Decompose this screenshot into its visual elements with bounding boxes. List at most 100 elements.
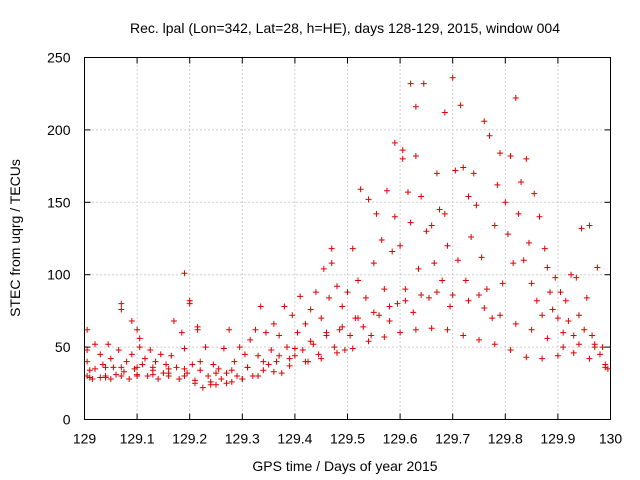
data-point bbox=[536, 213, 543, 220]
data-point bbox=[481, 118, 488, 125]
data-point bbox=[270, 368, 277, 375]
data-point bbox=[302, 358, 309, 365]
data-point bbox=[202, 344, 209, 351]
data-point bbox=[491, 222, 498, 229]
data-point bbox=[586, 355, 593, 362]
data-point bbox=[407, 80, 414, 87]
data-point bbox=[102, 364, 109, 371]
data-point bbox=[591, 344, 598, 351]
data-point bbox=[118, 300, 125, 307]
data-point bbox=[539, 312, 546, 319]
data-point bbox=[199, 384, 206, 391]
data-point bbox=[386, 318, 393, 325]
data-point bbox=[355, 277, 362, 284]
data-point bbox=[554, 315, 561, 322]
data-point bbox=[307, 338, 314, 345]
data-point bbox=[386, 303, 393, 310]
data-point bbox=[376, 312, 383, 319]
data-point bbox=[189, 361, 196, 368]
data-point bbox=[160, 370, 167, 377]
data-point bbox=[149, 364, 156, 371]
data-point bbox=[141, 355, 148, 362]
data-point bbox=[476, 291, 482, 298]
data-point bbox=[433, 170, 440, 177]
data-point bbox=[533, 297, 540, 304]
data-point bbox=[412, 103, 419, 110]
data-point bbox=[257, 303, 264, 310]
y-tick-label: 150 bbox=[47, 194, 71, 210]
data-point bbox=[515, 210, 522, 217]
x-tick-label: 129.5 bbox=[330, 431, 365, 447]
data-point bbox=[399, 147, 406, 154]
data-point bbox=[357, 186, 364, 193]
data-point bbox=[213, 370, 219, 377]
data-point bbox=[370, 309, 377, 316]
data-point bbox=[362, 294, 369, 301]
data-point bbox=[575, 312, 582, 319]
data-point bbox=[323, 329, 330, 336]
data-point bbox=[84, 358, 91, 365]
data-point bbox=[147, 346, 154, 353]
y-tick-label: 50 bbox=[55, 339, 71, 355]
data-point bbox=[552, 274, 559, 281]
data-point bbox=[512, 320, 519, 327]
data-point bbox=[402, 297, 409, 304]
data-point bbox=[402, 286, 409, 293]
x-tick-label: 129.6 bbox=[383, 431, 418, 447]
data-point bbox=[486, 132, 493, 139]
data-point bbox=[541, 245, 548, 252]
data-point bbox=[152, 358, 159, 365]
data-point bbox=[228, 378, 235, 385]
data-point bbox=[107, 355, 114, 362]
data-point bbox=[181, 365, 188, 372]
y-tick-label: 100 bbox=[47, 267, 71, 283]
data-point bbox=[260, 358, 267, 365]
data-point bbox=[149, 371, 156, 378]
data-point bbox=[97, 374, 104, 381]
data-point bbox=[339, 303, 346, 310]
y-tick-label: 0 bbox=[63, 412, 71, 428]
data-point bbox=[391, 139, 398, 146]
data-point bbox=[494, 181, 501, 188]
data-point bbox=[560, 329, 567, 336]
data-point bbox=[586, 222, 593, 229]
data-point bbox=[84, 373, 91, 380]
data-point bbox=[281, 303, 288, 310]
data-point bbox=[489, 315, 496, 322]
data-point bbox=[568, 271, 575, 278]
data-point bbox=[278, 370, 285, 377]
data-point bbox=[539, 355, 546, 362]
data-point bbox=[170, 318, 177, 325]
data-point bbox=[299, 346, 306, 353]
data-point bbox=[165, 365, 172, 372]
data-point bbox=[118, 373, 125, 380]
data-point bbox=[118, 364, 125, 371]
data-point bbox=[302, 320, 309, 327]
data-point bbox=[523, 155, 530, 162]
data-point bbox=[236, 344, 243, 351]
grid-lines bbox=[84, 57, 611, 420]
data-point bbox=[312, 289, 319, 296]
data-point bbox=[178, 329, 185, 336]
data-point bbox=[134, 364, 141, 371]
data-point bbox=[518, 179, 525, 186]
data-point bbox=[131, 365, 138, 372]
data-point bbox=[602, 364, 609, 371]
data-point bbox=[105, 341, 112, 348]
data-point bbox=[128, 318, 135, 325]
data-point bbox=[497, 150, 504, 157]
data-point bbox=[181, 270, 188, 277]
data-point bbox=[423, 228, 430, 235]
data-point bbox=[449, 74, 456, 81]
data-point bbox=[255, 352, 262, 359]
data-point bbox=[478, 254, 485, 261]
data-point bbox=[231, 358, 238, 365]
data-point bbox=[163, 361, 170, 368]
data-point bbox=[436, 206, 443, 213]
data-point bbox=[118, 306, 125, 313]
data-point bbox=[260, 367, 267, 374]
data-point bbox=[247, 336, 254, 343]
data-point bbox=[155, 375, 162, 382]
chart-title: Rec. lpal (Lon=342, Lat=28, h=HE), days … bbox=[130, 20, 560, 36]
data-point bbox=[573, 274, 580, 281]
